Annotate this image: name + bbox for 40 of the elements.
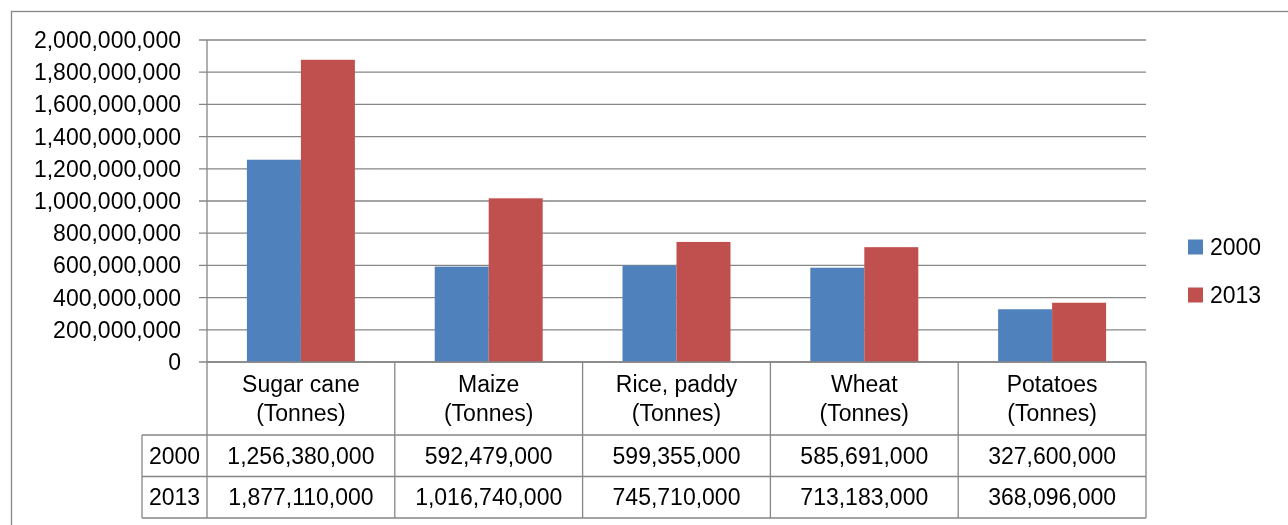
data-label: 585,691,000 xyxy=(800,442,929,469)
x-tick-label: Potatoes (Tonnes) xyxy=(1006,371,1098,426)
bar xyxy=(434,266,489,362)
x-tick-label: Rice, paddy (Tonnes) xyxy=(615,371,738,426)
y-tick-label: 800,000,000 xyxy=(53,220,181,247)
bar xyxy=(1052,302,1107,362)
bar xyxy=(300,59,355,362)
data-label: 1,256,380,000 xyxy=(227,442,375,469)
text: 2000 xyxy=(148,442,201,469)
data-label: 1,016,740,000 xyxy=(415,484,563,511)
text: 2013 xyxy=(148,484,201,511)
y-tick-label: 1,800,000,000 xyxy=(33,59,181,86)
bar xyxy=(864,247,919,362)
x-tick-label: Maize (Tonnes) xyxy=(443,371,534,426)
x-tick-label: Wheat (Tonnes) xyxy=(819,371,910,426)
bar xyxy=(622,265,677,362)
y-tick-label: 0 xyxy=(168,349,181,375)
data-label: 592,479,000 xyxy=(424,442,553,469)
y-tick-label: 600,000,000 xyxy=(53,252,181,279)
y-tick-label: 2,000,000,000 xyxy=(33,27,181,53)
y-tick-label: 400,000,000 xyxy=(53,284,181,311)
x-tick-label: Sugar cane (Tonnes) xyxy=(242,371,360,426)
data-label: 1,877,110,000 xyxy=(228,484,374,511)
y-tick-label: 1,600,000,000 xyxy=(33,91,181,118)
y-tick-label: 1,400,000,000 xyxy=(33,123,181,150)
data-label: 745,710,000 xyxy=(612,484,741,511)
bar xyxy=(488,198,543,362)
y-tick-label: 1,200,000,000 xyxy=(33,155,181,182)
y-tick-label: 1,000,000,000 xyxy=(33,188,181,214)
data-label: 599,355,000 xyxy=(612,442,741,469)
data-label: 713,183,000 xyxy=(800,484,929,511)
legend-label: 2013 xyxy=(1210,282,1262,308)
bar xyxy=(810,267,865,362)
bar xyxy=(246,159,301,362)
data-label: 327,600,000 xyxy=(988,442,1117,469)
y-tick-label: 200,000,000 xyxy=(53,316,181,343)
bar xyxy=(998,309,1053,362)
legend-label: 2000 xyxy=(1210,234,1262,260)
bar xyxy=(676,241,731,362)
data-label: 368,096,000 xyxy=(988,484,1117,511)
